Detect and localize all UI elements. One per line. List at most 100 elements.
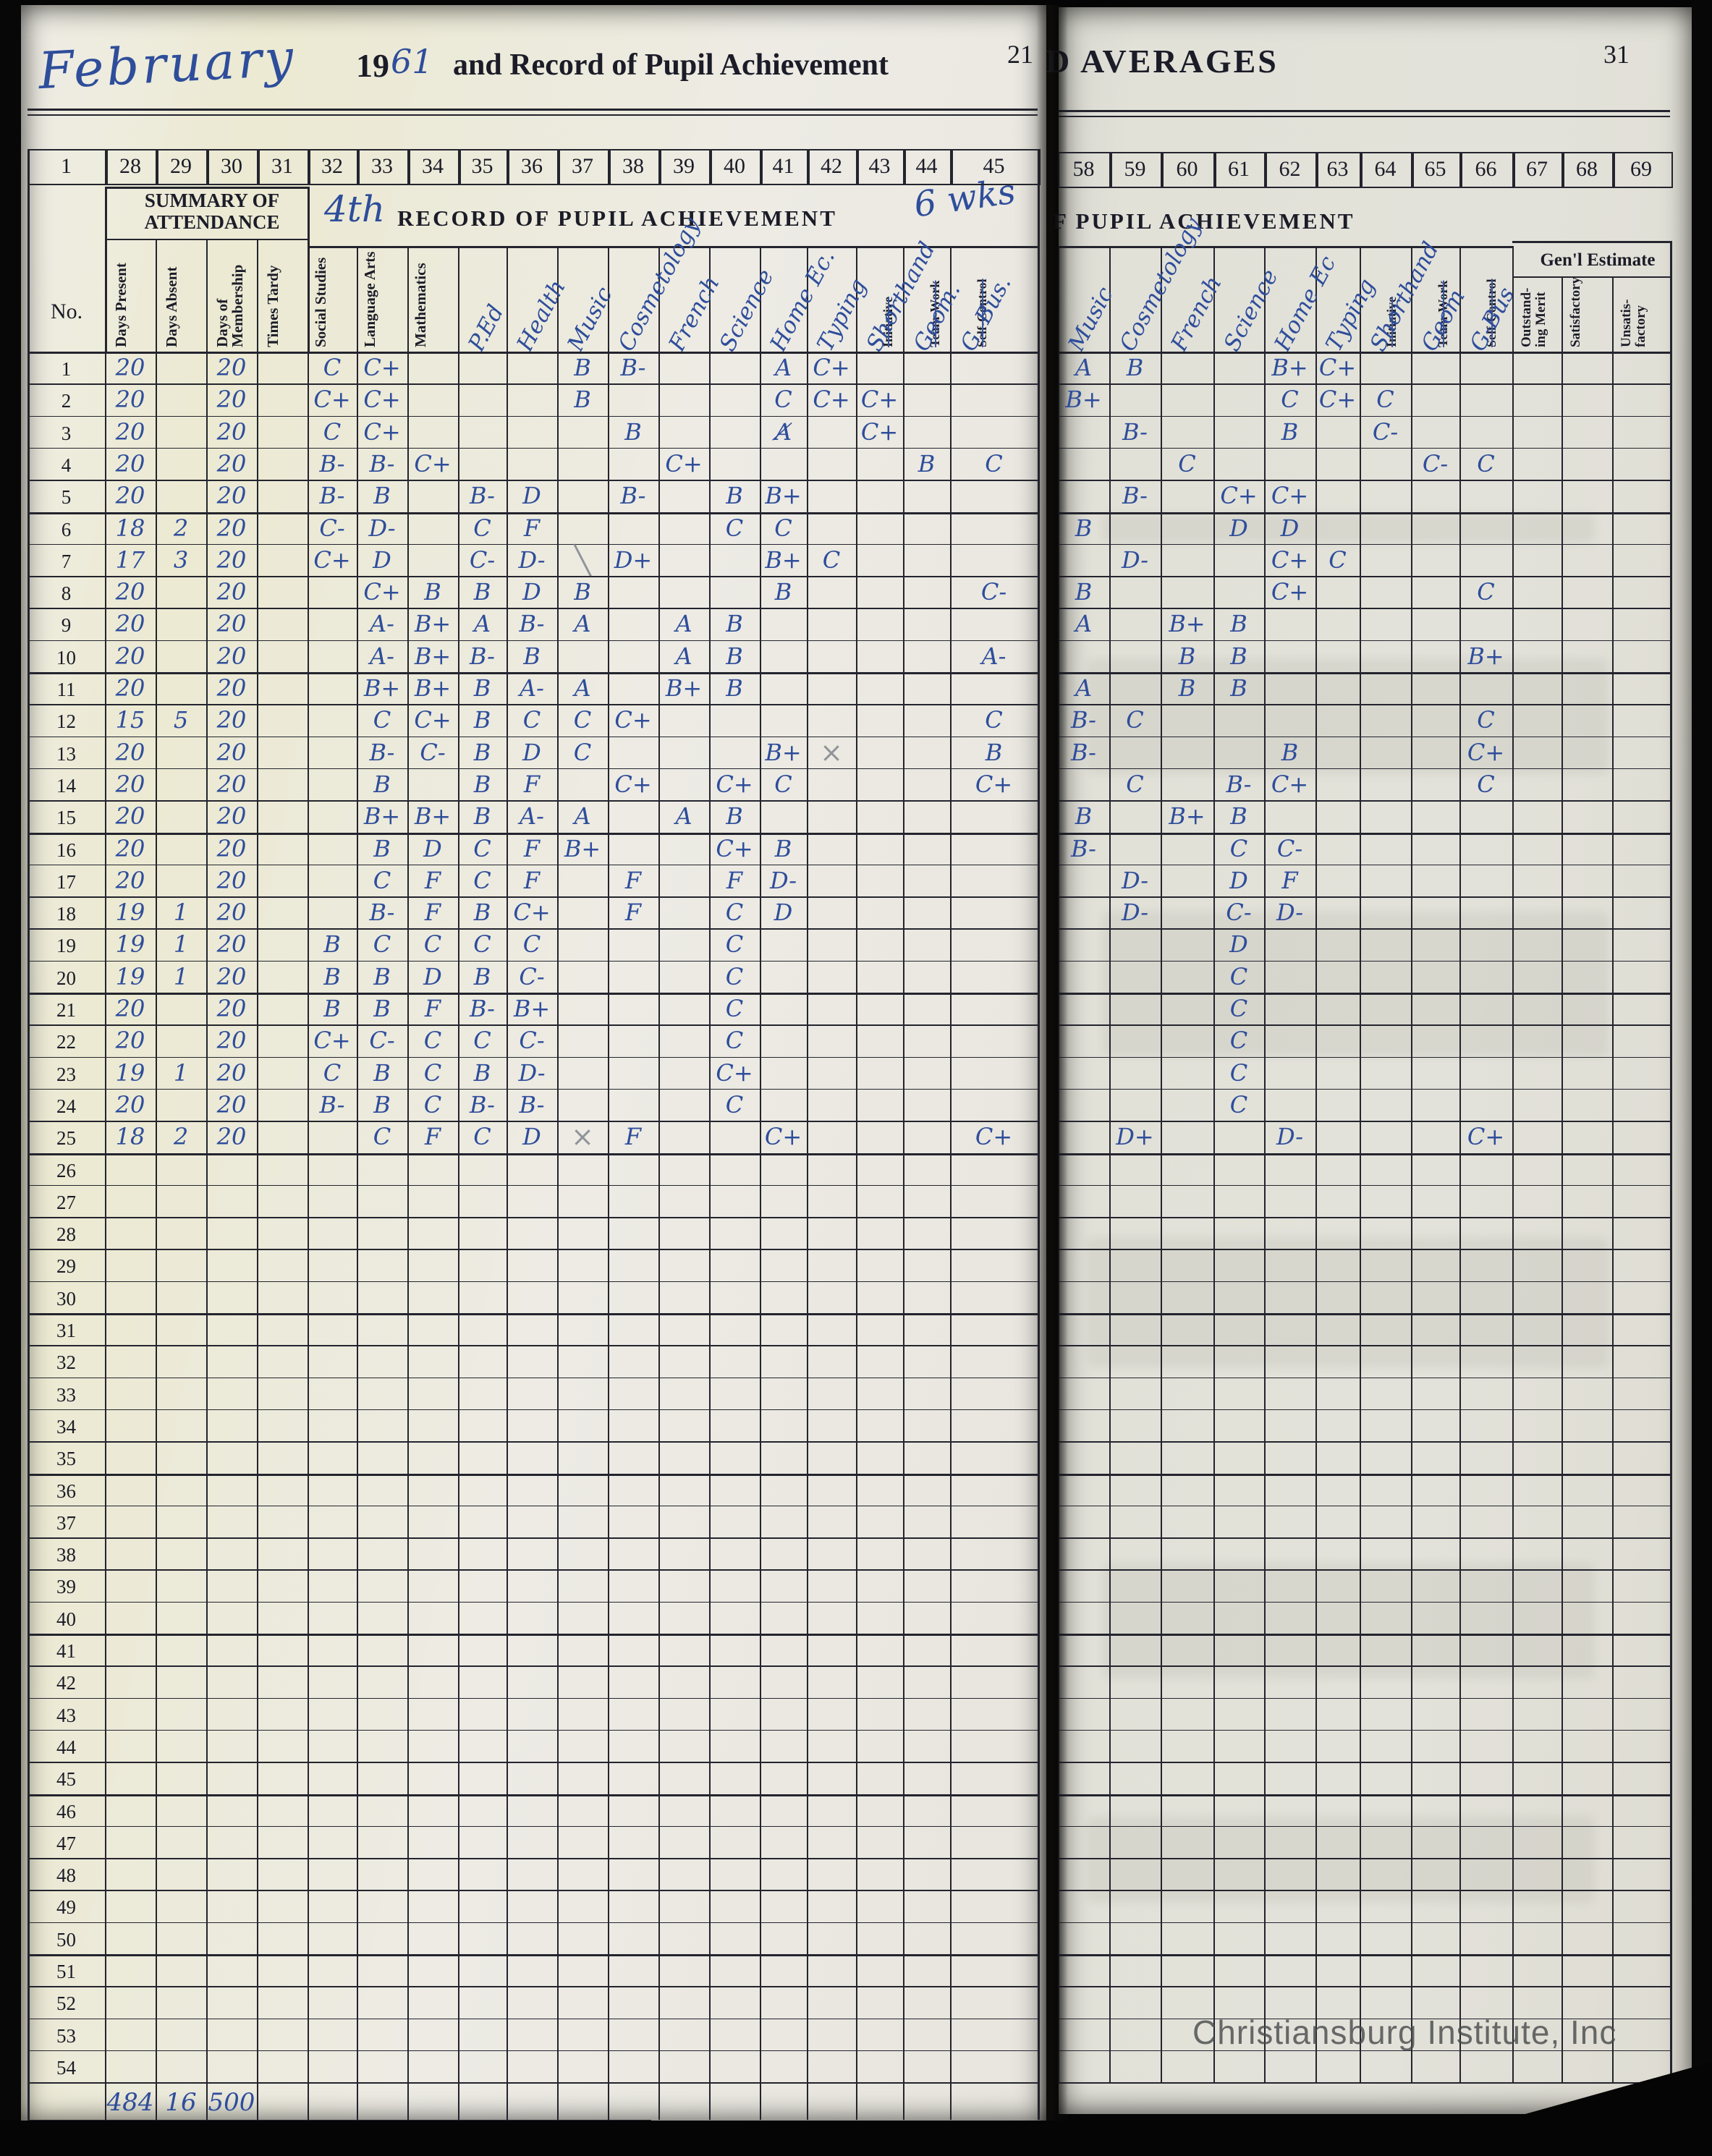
- pencil-mark: ×: [820, 736, 843, 768]
- grade-cell: F: [523, 770, 541, 798]
- grid-line: [1058, 1121, 1670, 1122]
- grade-cell: B+: [513, 995, 551, 1022]
- grid-line: [1109, 246, 1111, 352]
- column-number: 36: [521, 154, 543, 178]
- grid-line: [1058, 512, 1670, 514]
- grade-cell: C-: [1372, 417, 1399, 446]
- grade-cell: B: [473, 738, 491, 766]
- grade-cell: B+: [414, 610, 452, 638]
- column-label-printed: Social Studies: [312, 257, 329, 347]
- column-number: 68: [1576, 157, 1598, 181]
- grid-line: [709, 352, 711, 2120]
- grid-line: [1058, 1729, 1670, 1731]
- attendance-cell: 2: [173, 1123, 189, 1151]
- grade-cell: F: [624, 899, 642, 927]
- row-number: 50: [56, 1928, 76, 1951]
- grade-cell: B-: [369, 899, 395, 927]
- grid-line: [206, 149, 260, 185]
- grid-line: [709, 246, 711, 352]
- grid-line: [27, 512, 1038, 514]
- grid-line: [1058, 1569, 1670, 1571]
- grade-cell: C-: [319, 514, 345, 542]
- grade-cell: A: [675, 642, 692, 670]
- grid-line: [507, 246, 508, 352]
- grade-cell: B+: [414, 802, 452, 831]
- grade-cell: B+: [363, 674, 401, 702]
- grid-line: [608, 246, 609, 352]
- scan-edge: [0, 2121, 1712, 2156]
- grade-cell: C+: [313, 1027, 351, 1055]
- grade-cell: B: [918, 449, 936, 478]
- grade-cell: B-: [470, 482, 495, 510]
- column-label-printed: Outstand- ing Merit: [1519, 287, 1548, 347]
- page-number-right: 31: [1603, 40, 1630, 69]
- grid-line: [27, 1634, 1038, 1636]
- grid-line: [27, 1153, 1038, 1155]
- row-number: 39: [56, 1576, 76, 1598]
- grade-cell: C: [1229, 834, 1248, 862]
- grade-cell: B+: [564, 834, 601, 862]
- grade-cell: B-: [620, 354, 646, 381]
- grade-cell: C: [423, 930, 442, 959]
- column-number: 29: [170, 154, 192, 178]
- grid-line: [1058, 576, 1670, 577]
- grade-cell: B-: [519, 610, 545, 638]
- grid-line: [1058, 864, 1670, 866]
- grid-line: [1512, 241, 1670, 243]
- row-number: 4: [61, 454, 72, 476]
- attendance-cell: 20: [216, 1027, 247, 1055]
- grid-line: [156, 352, 157, 2120]
- grade-cell: A-: [981, 642, 1007, 670]
- achievement-header-partial: F PUPIL ACHIEVEMENT: [1053, 208, 1355, 234]
- grid-line: [27, 2050, 1038, 2052]
- grid-line: [1058, 928, 1670, 930]
- grade-cell: D: [423, 834, 442, 862]
- attendance-cell: 20: [115, 770, 145, 798]
- grid-line: [658, 352, 660, 2120]
- grade-cell: D-: [518, 546, 546, 574]
- grid-line: [1058, 1922, 1670, 1924]
- grid-line: [1058, 1024, 1670, 1026]
- year-handwritten: 61: [391, 42, 433, 81]
- grade-cell: B-: [1122, 482, 1148, 510]
- total-days-membership: 500: [208, 2088, 255, 2118]
- grade-cell: C: [373, 1123, 391, 1151]
- grade-cell: C: [423, 1027, 442, 1055]
- bleed-through-smudge: [1088, 1816, 1594, 1903]
- grid-line: [1058, 1794, 1670, 1796]
- term-annotation: 4th: [324, 188, 386, 230]
- column-label-printed: Unsatis- factory: [1619, 299, 1648, 347]
- column-number: 30: [221, 154, 242, 178]
- grid-line: [27, 149, 30, 2120]
- grade-cell: F: [424, 1123, 441, 1151]
- column-number: 43: [868, 154, 891, 178]
- grid-line: [807, 246, 808, 352]
- grade-cell: C+: [813, 354, 850, 381]
- grade-cell: A: [1075, 610, 1093, 638]
- grid-line: [308, 246, 1038, 248]
- grid-line: [27, 415, 1038, 417]
- grid-line: [1058, 1825, 1670, 1828]
- grade-cell: B: [1075, 578, 1093, 606]
- grid-line: [1058, 110, 1670, 112]
- grade-cell: C: [1376, 386, 1394, 414]
- grade-cell: D-: [1121, 899, 1149, 927]
- grid-line: [27, 1794, 1038, 1796]
- grid-line: [1058, 1184, 1670, 1187]
- grid-line: [27, 114, 1038, 116]
- grid-line: [1058, 1217, 1670, 1218]
- grade-cell: B+: [1169, 610, 1205, 638]
- grade-cell: B+: [363, 802, 401, 831]
- grade-cell: B: [1230, 674, 1247, 702]
- grade-cell: C+: [363, 417, 401, 446]
- grid-line: [308, 246, 309, 352]
- attendance-cell: 20: [115, 1090, 145, 1119]
- column-number: 45: [983, 154, 1005, 178]
- grid-line: [27, 1697, 1038, 1699]
- grid-line: [1315, 152, 1363, 188]
- grid-line: [1459, 152, 1515, 188]
- grid-line: [1264, 152, 1318, 188]
- grid-line: [557, 246, 559, 352]
